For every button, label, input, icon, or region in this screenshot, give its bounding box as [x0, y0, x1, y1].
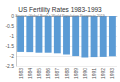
svg-text:1987: 1987	[54, 68, 60, 79]
svg-text:1991: 1991	[91, 68, 97, 79]
svg-text:-1: -1	[10, 33, 15, 39]
svg-text:Source: Global Bank's World Po: Source: Global Bank's World Population P…	[15, 14, 105, 18]
svg-text:1986: 1986	[45, 68, 51, 79]
svg-text:1988: 1988	[64, 68, 70, 79]
svg-text:1985: 1985	[36, 68, 42, 79]
svg-text:US Fertility Rates 1983-1993: US Fertility Rates 1983-1993	[18, 6, 102, 14]
svg-text:-1.5: -1.5	[5, 43, 14, 49]
svg-text:1993: 1993	[109, 68, 115, 79]
svg-text:1983: 1983	[18, 68, 24, 79]
svg-text:-2.5: -2.5	[5, 63, 14, 69]
svg-text:1989: 1989	[73, 68, 79, 79]
svg-text:1990: 1990	[82, 68, 88, 79]
svg-text:-0.5: -0.5	[5, 23, 14, 29]
svg-text:1992: 1992	[100, 68, 106, 79]
svg-text:-2: -2	[10, 53, 15, 59]
svg-text:0: 0	[11, 13, 14, 19]
svg-text:1984: 1984	[27, 68, 33, 79]
